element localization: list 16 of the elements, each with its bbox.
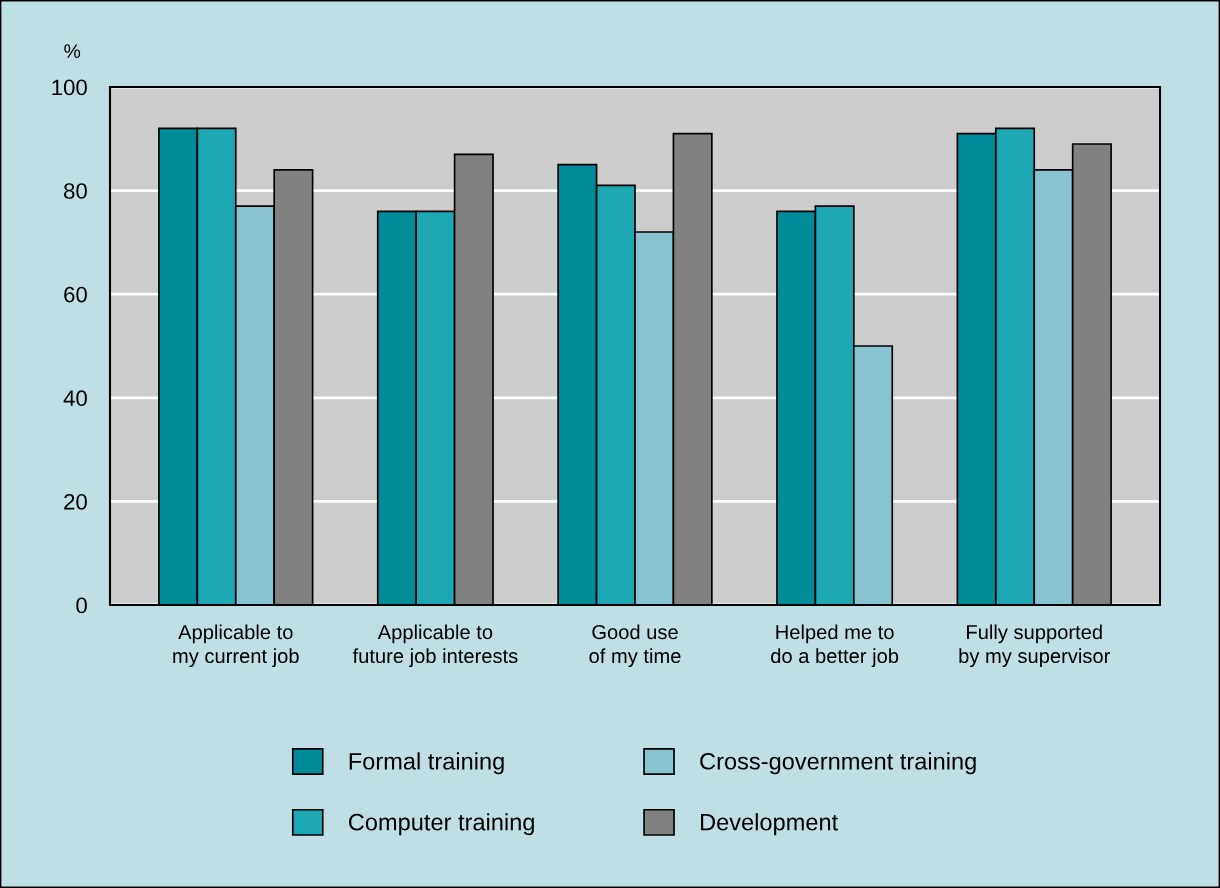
y-tick-label: 0 [76,597,87,614]
x-tick-label: Applicable to my current job [173,624,299,668]
y-tick-label: 20 [64,493,87,510]
x-tick-label: Good use of my time [589,624,681,668]
x-tick-label: Applicable to future job interests [352,624,518,668]
legend-label: Development [700,813,838,836]
y-tick-label: 100 [52,79,87,96]
legend-label: Computer training [348,813,534,836]
y-tick-label: 60 [64,286,87,303]
x-tick-label: Helped me to do a better job [771,624,899,668]
y-tick-label: 40 [63,390,87,407]
y-tick-label: 80 [64,183,87,199]
y-axis-title: % [64,44,81,58]
legend-label: Formal training [349,752,504,775]
legend-label: Cross-government training [700,752,976,775]
x-tick-label: Fully supported by my supervisor [959,624,1111,668]
